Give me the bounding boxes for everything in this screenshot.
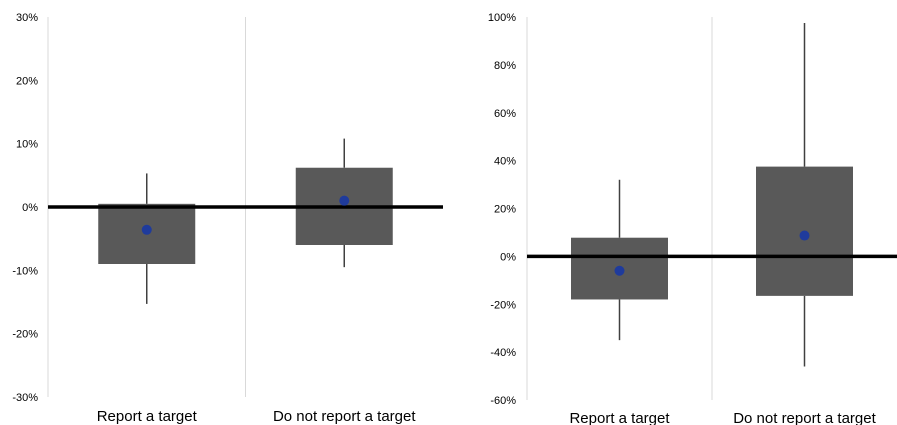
category-label: Do not report a target bbox=[273, 408, 416, 425]
y-tick-label: -60% bbox=[490, 395, 516, 407]
y-tick-label: 10% bbox=[16, 139, 38, 151]
category-label: Do not report a target bbox=[733, 410, 876, 425]
mean-marker bbox=[614, 265, 625, 276]
right-panel: -60% -40% -20% 0% 20% 40% 60% 80% 100% Report a t… bbox=[488, 12, 897, 425]
category-label: Report a target bbox=[569, 410, 670, 425]
y-tick-label: 100% bbox=[488, 12, 516, 24]
y-tick-label: 80% bbox=[494, 60, 516, 72]
category-label: Report a target bbox=[97, 408, 198, 425]
y-tick-label: -10% bbox=[12, 265, 38, 277]
y-tick-label: -20% bbox=[490, 299, 516, 311]
y-tick-label: 0% bbox=[500, 251, 516, 263]
y-tick-label: 40% bbox=[494, 156, 516, 168]
mean-marker bbox=[339, 195, 350, 206]
y-tick-label: 20% bbox=[494, 204, 516, 216]
mean-marker bbox=[799, 230, 810, 241]
y-tick-label: -40% bbox=[490, 347, 516, 359]
y-tick-label: -20% bbox=[12, 329, 38, 341]
y-tick-label: 0% bbox=[22, 202, 38, 214]
mean-marker bbox=[141, 224, 152, 235]
y-tick-label: 60% bbox=[494, 108, 516, 120]
y-tick-label: 30% bbox=[16, 12, 38, 24]
y-tick-label: 20% bbox=[16, 75, 38, 87]
y-tick-label: -30% bbox=[12, 392, 38, 404]
left-panel: -30% -20% -10% 0% 10% 20% 30% Report a target Do… bbox=[12, 12, 443, 425]
